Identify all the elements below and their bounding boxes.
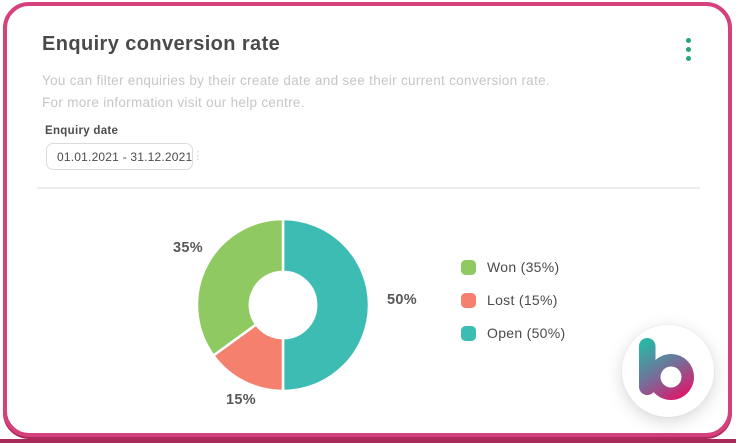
- legend-label-open: Open (50%): [487, 325, 566, 341]
- card-description: You can filter enquiries by their create…: [42, 70, 662, 114]
- kebab-menu-icon: [685, 37, 691, 43]
- legend-swatch-lost: [461, 292, 476, 308]
- slice-label-won: 35%: [173, 240, 203, 256]
- donut-slice-won[interactable]: [195, 217, 285, 357]
- legend-label-won: Won (35%): [487, 259, 560, 275]
- brand-logo: [622, 325, 714, 417]
- description-line-2: For more information visit our help cent…: [42, 95, 305, 110]
- kebab-menu-button[interactable]: [676, 32, 700, 66]
- date-range-value: 01.01.2021 - 31.12.2021: [57, 149, 193, 164]
- enquiry-date-label: Enquiry date: [45, 125, 119, 137]
- legend-swatch-open: [461, 325, 476, 341]
- slice-label-lost: 15%: [226, 392, 256, 408]
- chart-legend: Won (35%) Lost (15%) Open (50%): [461, 259, 565, 341]
- stepper-icon: ⋮: [192, 150, 204, 162]
- card-title: Enquiry conversion rate: [42, 33, 281, 55]
- enquiry-conversion-card: Enquiry conversion rate You can filter e…: [3, 2, 732, 437]
- slice-label-open: 50%: [387, 292, 417, 308]
- donut-slice-open[interactable]: [281, 217, 371, 393]
- legend-item-open[interactable]: Open (50%): [461, 325, 565, 341]
- description-line-1: You can filter enquiries by their create…: [42, 73, 550, 88]
- legend-label-lost: Lost (15%): [487, 292, 558, 308]
- date-range-input[interactable]: 01.01.2021 - 31.12.2021 ⋮: [46, 143, 203, 170]
- legend-item-lost[interactable]: Lost (15%): [461, 292, 565, 308]
- legend-swatch-won: [461, 259, 476, 275]
- donut-chart: [195, 217, 371, 393]
- divider: [37, 187, 700, 189]
- brand-b-icon: [639, 338, 694, 400]
- bottom-accent-strip: [0, 439, 736, 443]
- legend-item-won[interactable]: Won (35%): [461, 259, 565, 275]
